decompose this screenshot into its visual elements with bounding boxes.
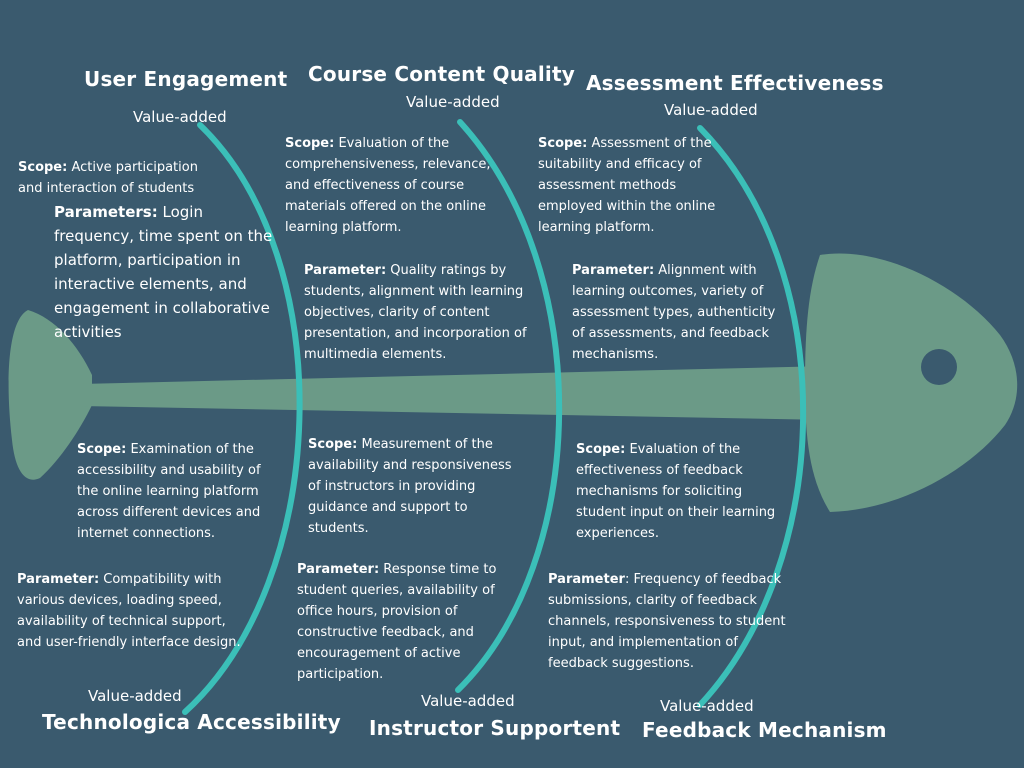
- instructor-support-scope: Scope: Measurement of the availability a…: [308, 434, 528, 539]
- parameter-label: Parameter:: [297, 562, 380, 577]
- value-added-label-3: Value-added: [664, 101, 758, 119]
- parameter-text: Response time to student queries, availa…: [297, 562, 497, 682]
- scope-label: Scope:: [308, 437, 358, 452]
- user-engagement-parameters: Parameters: Login frequency, time spent …: [54, 200, 274, 344]
- fish-tail: [8, 310, 93, 480]
- course-content-parameter: Parameter: Quality ratings by students, …: [304, 260, 549, 365]
- technological-accessibility-scope: Scope: Examination of the accessibility …: [77, 439, 275, 544]
- category-title-technologica-accessibility: Technologica Accessibility: [42, 710, 341, 734]
- value-added-label-2: Value-added: [406, 93, 500, 111]
- value-added-label-6: Value-added: [660, 697, 754, 715]
- category-title-instructor-supportent: Instructor Supportent: [369, 716, 621, 740]
- parameters-text: Login frequency, time spent on the platf…: [54, 203, 273, 341]
- value-added-label-5: Value-added: [421, 692, 515, 710]
- user-engagement-scope: Scope: Active participation and interact…: [18, 157, 220, 199]
- category-title-feedback-mechanism: Feedback Mechanism: [642, 718, 887, 742]
- scope-text: Measurement of the availability and resp…: [308, 437, 512, 536]
- fish-spine: [80, 366, 830, 420]
- parameter-label: Parameter:: [572, 263, 655, 278]
- fish-head: [805, 253, 1018, 512]
- category-title-user-engagement: User Engagement: [84, 67, 288, 91]
- scope-text: Evaluation of the effectiveness of feedb…: [576, 442, 776, 541]
- instructor-support-parameter: Parameter: Response time to student quer…: [297, 559, 505, 685]
- rib-bone-3: [697, 125, 807, 708]
- parameter-text: Alignment with learning outcomes, variet…: [572, 263, 776, 362]
- rib-bone-2: [455, 119, 563, 693]
- feedback-mechanism-parameter: Parameter: Frequency of feedback submiss…: [548, 569, 793, 674]
- scope-text: Assessment of the suitability and effica…: [538, 136, 716, 235]
- scope-text: Active participation and interaction of …: [18, 160, 198, 196]
- technological-accessibility-parameter: Parameter: Compatibility with various de…: [17, 569, 242, 653]
- category-title-course-content-quality: Course Content Quality: [308, 62, 575, 86]
- feedback-mechanism-scope: Scope: Evaluation of the effectiveness o…: [576, 439, 786, 544]
- parameter-label: Parameter: [548, 572, 625, 587]
- rib-bone-1: [182, 122, 303, 715]
- value-added-label-4: Value-added: [88, 687, 182, 705]
- parameter-text: : Frequency of feedback submissions, cla…: [548, 572, 786, 671]
- scope-label: Scope:: [285, 136, 335, 151]
- scope-label: Scope:: [538, 136, 588, 151]
- scope-text: Evaluation of the comprehensiveness, rel…: [285, 136, 491, 235]
- parameter-text: Quality ratings by students, alignment w…: [304, 263, 527, 362]
- parameters-label: Parameters:: [54, 203, 158, 221]
- scope-label: Scope:: [77, 442, 127, 457]
- value-added-label-1: Value-added: [133, 108, 227, 126]
- parameter-label: Parameter:: [304, 263, 387, 278]
- assessment-scope: Scope: Assessment of the suitability and…: [538, 133, 728, 238]
- fish-eye: [921, 349, 957, 385]
- parameter-label: Parameter:: [17, 572, 100, 587]
- parameter-text: Compatibility with various devices, load…: [17, 572, 241, 650]
- scope-label: Scope:: [576, 442, 626, 457]
- scope-label: Scope:: [18, 160, 68, 175]
- course-content-scope: Scope: Evaluation of the comprehensivene…: [285, 133, 500, 238]
- assessment-parameter: Parameter: Alignment with learning outco…: [572, 260, 777, 365]
- category-title-assessment-effectiveness: Assessment Effectiveness: [586, 71, 884, 95]
- scope-text: Examination of the accessibility and usa…: [77, 442, 261, 541]
